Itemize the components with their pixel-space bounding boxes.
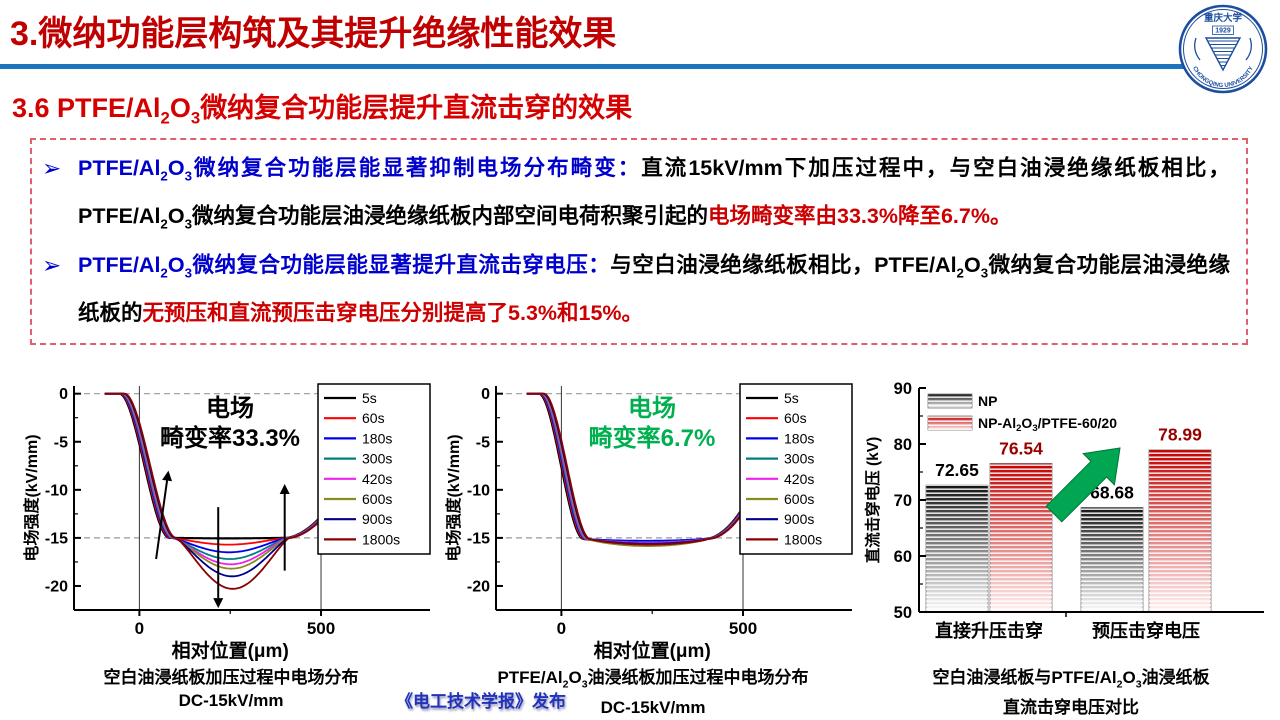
bars: 72.65 68.68 76.54 78.99 bbox=[925, 425, 1212, 613]
svg-text:-5: -5 bbox=[476, 434, 490, 451]
legend: 5s 60s 180s 300s 420s 600s 900s 1800s bbox=[739, 383, 853, 555]
svg-text:60s: 60s bbox=[784, 410, 807, 426]
y-axis-label: 电场强度(kV/mm) bbox=[22, 434, 41, 561]
svg-text:5s: 5s bbox=[362, 390, 377, 406]
caption-chart-ptfe: PTFE/Al2O3油浸纸板加压过程中电场分布 DC-15kV/mm bbox=[444, 666, 862, 719]
svg-text:600s: 600s bbox=[784, 491, 814, 507]
axes: 50 60 70 80 90 bbox=[894, 380, 1264, 622]
caption-line1: 空白油浸纸板加压过程中电场分布 bbox=[103, 668, 359, 687]
caption-line2: 直流击穿电压对比 bbox=[1003, 698, 1139, 718]
svg-text:500: 500 bbox=[729, 619, 757, 638]
bar-value-label: 76.54 bbox=[999, 438, 1043, 458]
svg-text:-15: -15 bbox=[467, 530, 490, 547]
page-title: 3.微纳功能层构筑及其提升绝缘性能效果 bbox=[10, 15, 617, 53]
svg-text:900s: 900s bbox=[362, 511, 392, 527]
bullet-marker: ➢ bbox=[42, 155, 62, 181]
logo-year: 1929 bbox=[1215, 28, 1231, 35]
svg-text:420s: 420s bbox=[784, 471, 814, 487]
svg-text:直接升压击穿: 直接升压击穿 bbox=[935, 620, 1043, 641]
bar-value-label: 78.99 bbox=[1158, 425, 1202, 445]
svg-text:1800s: 1800s bbox=[784, 531, 822, 547]
svg-text:-15: -15 bbox=[45, 530, 68, 547]
journal-watermark: 《电工技术学报》发布 bbox=[396, 692, 566, 711]
category-labels: 直接升压击穿 预压击穿电压 bbox=[935, 620, 1200, 641]
svg-text:5s: 5s bbox=[784, 390, 799, 406]
bar-value-label: 72.65 bbox=[935, 460, 979, 480]
svg-text:电场: 电场 bbox=[206, 395, 254, 422]
svg-text:畸变率6.7%: 畸变率6.7% bbox=[589, 424, 716, 452]
chart-field-blank: 0 -5 -10 -15 -20 0 500 相对位置(μm) 电场强度(kV/mm) 电场 畸变率… bbox=[22, 374, 440, 712]
increase-arrow bbox=[1045, 447, 1121, 523]
caption-line2: DC-15kV/mm bbox=[178, 691, 284, 710]
svg-text:90: 90 bbox=[894, 380, 912, 398]
svg-text:-5: -5 bbox=[54, 434, 68, 451]
bullet-text: PTFE/Al2O3微纳复合功能层能显著抑制电场分布畸变：直流15kV/mm下加… bbox=[78, 156, 1230, 232]
svg-text:180s: 180s bbox=[362, 430, 392, 446]
svg-text:600s: 600s bbox=[362, 491, 392, 507]
svg-text:畸变率33.3%: 畸变率33.3% bbox=[160, 424, 300, 452]
x-axis-label: 相对位置(μm) bbox=[172, 639, 289, 662]
legend: NP NP-Al2O3/PTFE-60/20 bbox=[927, 393, 1117, 434]
svg-text:预压击穿电压: 预压击穿电压 bbox=[1092, 620, 1200, 641]
svg-text:900s: 900s bbox=[784, 511, 814, 527]
svg-text:0: 0 bbox=[59, 386, 68, 403]
svg-text:70: 70 bbox=[894, 492, 912, 510]
svg-text:-20: -20 bbox=[467, 578, 490, 595]
legend: 5s 60s 180s 300s 420s 600s 900s 1800s bbox=[317, 383, 431, 555]
bullet-item-2: ➢ PTFE/Al2O3微纳复合功能层能显著提升直流击穿电压：与空白油浸绝缘纸板相… bbox=[42, 245, 1230, 333]
svg-text:80: 80 bbox=[894, 436, 912, 454]
svg-text:电场: 电场 bbox=[628, 395, 676, 422]
chart-breakdown-voltage: 72.65 68.68 76.54 78.99 50 60 70 80 90 直接升压击穿 预压击穿… bbox=[862, 374, 1280, 719]
caption-line1: 空白油浸纸板与PTFE/Al2O3油浸纸板 bbox=[932, 668, 1210, 691]
svg-text:420s: 420s bbox=[362, 471, 392, 487]
annotation-arrows bbox=[155, 470, 290, 609]
svg-text:-10: -10 bbox=[45, 482, 68, 499]
section-heading: 3.6 PTFE/Al2O3微纳复合功能层提升直流击穿的效果 bbox=[12, 93, 633, 128]
x-axis-label: 相对位置(μm) bbox=[594, 639, 711, 662]
line-chart-ptfe: 0 -5 -10 -15 -20 0 500 相对位置(μm) 电场强度(kV/mm) 电场畸变率… bbox=[444, 383, 853, 662]
key-points-box: ➢ PTFE/Al2O3微纳复合功能层能显著抑制电场分布畸变：直流15kV/mm下… bbox=[30, 138, 1248, 345]
svg-text:1800s: 1800s bbox=[362, 531, 400, 547]
svg-text:500: 500 bbox=[307, 619, 335, 638]
caption-chart-breakdown: 空白油浸纸板与PTFE/Al2O3油浸纸板 直流击穿电压对比 bbox=[862, 666, 1280, 719]
bar-value-label: 68.68 bbox=[1090, 482, 1134, 502]
caption-line1: PTFE/Al2O3油浸纸板加压过程中电场分布 bbox=[497, 668, 809, 691]
svg-text:60s: 60s bbox=[362, 410, 385, 426]
svg-text:0: 0 bbox=[481, 386, 490, 403]
svg-text:300s: 300s bbox=[784, 451, 814, 467]
y-axis-label: 电场强度(kV/mm) bbox=[444, 434, 463, 561]
svg-text:50: 50 bbox=[894, 604, 912, 622]
caption-line2: DC-15kV/mm bbox=[600, 698, 706, 718]
svg-text:0: 0 bbox=[557, 619, 566, 638]
y-axis-label: 直流击穿电压 (kV) bbox=[863, 437, 882, 564]
axes: 0 -5 -10 -15 -20 0 500 bbox=[45, 386, 430, 638]
svg-text:180s: 180s bbox=[784, 430, 814, 446]
legend-label-0: NP bbox=[978, 393, 997, 409]
svg-text:-10: -10 bbox=[467, 482, 490, 499]
title-divider bbox=[0, 64, 1192, 69]
svg-text:-20: -20 bbox=[45, 578, 68, 595]
legend-label-1: NP-Al2O3/PTFE-60/20 bbox=[978, 415, 1117, 434]
caption-chart-blank: 空白油浸纸板加压过程中电场分布 DC-15kV/mm bbox=[22, 666, 440, 712]
chart-field-ptfe: 0 -5 -10 -15 -20 0 500 相对位置(μm) 电场强度(kV/mm) 电场 畸变率… bbox=[444, 374, 862, 719]
bullet-text: PTFE/Al2O3微纳复合功能层能显著提升直流击穿电压：与空白油浸绝缘纸板相比… bbox=[78, 252, 1230, 325]
axes: 0 -5 -10 -15 -20 0 500 bbox=[467, 386, 852, 638]
bullet-item-1: ➢ PTFE/Al2O3微纳复合功能层能显著抑制电场分布畸变：直流15kV/mm下… bbox=[42, 148, 1230, 245]
line-chart-blank: 0 -5 -10 -15 -20 0 500 相对位置(μm) 电场强度(kV/mm) 电场畸变率… bbox=[22, 383, 431, 662]
logo-top-text: 重庆大学 bbox=[1204, 12, 1243, 24]
svg-text:60: 60 bbox=[894, 548, 912, 566]
svg-text:0: 0 bbox=[135, 619, 144, 638]
bullet-marker: ➢ bbox=[42, 251, 62, 278]
bar-chart-breakdown: 72.65 68.68 76.54 78.99 50 60 70 80 90 直接升压击穿 预压击穿… bbox=[863, 380, 1264, 641]
svg-text:300s: 300s bbox=[362, 451, 392, 467]
